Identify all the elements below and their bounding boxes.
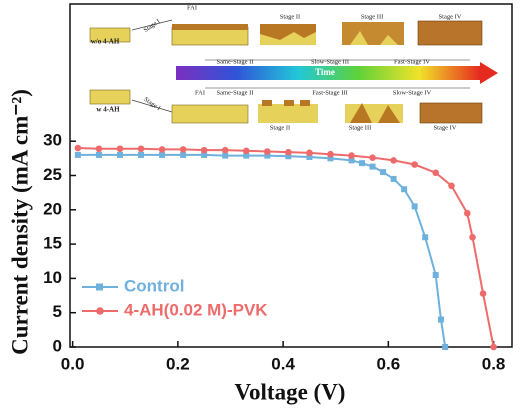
- point: [327, 150, 334, 158]
- point: [401, 186, 408, 193]
- point: [463, 209, 471, 217]
- point: [264, 148, 271, 155]
- series-line: [77, 153, 447, 348]
- y-tick-label: 25: [43, 165, 62, 184]
- point: [380, 169, 387, 176]
- y-tick-label: 0: [53, 336, 62, 355]
- inset-label: Stage IV: [434, 124, 457, 131]
- plot-frame: [69, 3, 513, 348]
- point: [469, 233, 476, 241]
- inset-label: w/o 4-AH: [91, 38, 120, 46]
- inset-label: Slow-Stage IV: [393, 89, 432, 96]
- point: [74, 151, 81, 158]
- legend-marker: [96, 307, 104, 315]
- point: [221, 146, 229, 154]
- point: [490, 343, 497, 351]
- x-tick-label: 0.4: [271, 354, 295, 373]
- point: [306, 153, 313, 160]
- point: [116, 145, 124, 153]
- inset-label: Stage III: [349, 124, 372, 131]
- point: [390, 157, 397, 164]
- inset-label: Time: [315, 67, 335, 77]
- inset-diagram: [89, 19, 498, 124]
- legend-marker: [96, 283, 103, 291]
- point: [95, 151, 102, 158]
- point: [411, 203, 418, 210]
- point: [422, 234, 429, 241]
- legend-label: 4-AH(0.02 M)-PVK: [124, 300, 268, 319]
- point: [369, 163, 376, 170]
- point: [285, 148, 292, 156]
- inset-label: Stage II: [270, 124, 290, 131]
- point: [479, 290, 487, 297]
- point: [285, 153, 292, 160]
- inset-label: Slow-Stage III: [311, 58, 349, 65]
- point: [95, 145, 103, 153]
- point: [179, 146, 187, 153]
- point: [390, 175, 397, 182]
- point: [180, 151, 187, 158]
- y-tick-label: 20: [43, 199, 62, 218]
- y-axis-title: Current density (mA cm⁻²): [7, 89, 32, 355]
- inset-label: Same-Stage II: [216, 58, 253, 65]
- point: [264, 152, 271, 159]
- y-tick-label: 30: [43, 131, 62, 150]
- point: [159, 151, 166, 158]
- legend-label: Control: [124, 276, 184, 295]
- inset-label: Stage IV: [439, 13, 462, 20]
- point: [243, 152, 250, 159]
- y-tick-label: 15: [43, 234, 62, 253]
- point: [432, 271, 439, 278]
- inset-label: Stage II: [280, 13, 300, 20]
- x-tick-label: 0.6: [377, 354, 401, 373]
- inset-label: Stage I: [143, 18, 162, 34]
- point: [348, 152, 355, 159]
- inset-label: Stage III: [361, 13, 384, 20]
- inset-label: Fast-Stage IV: [394, 58, 430, 65]
- y-tick-label: 5: [53, 302, 62, 321]
- point: [201, 151, 208, 158]
- x-tick-label: 0.8: [482, 354, 506, 373]
- point: [158, 146, 166, 153]
- point: [242, 147, 250, 155]
- x-tick-label: 0.0: [61, 354, 85, 373]
- point: [442, 344, 449, 350]
- inset-label: w 4-AH: [96, 106, 120, 114]
- point: [359, 160, 366, 167]
- inset-label: FAI: [187, 4, 197, 11]
- point: [74, 144, 82, 152]
- x-tick-label: 0.2: [166, 354, 190, 373]
- point: [369, 154, 376, 161]
- point: [222, 152, 229, 159]
- x-axis-title: Voltage (V): [235, 379, 346, 404]
- inset-label: Same-Stage II: [216, 89, 253, 96]
- point: [327, 155, 334, 162]
- inset-label: FAI: [195, 89, 205, 96]
- point: [411, 161, 418, 168]
- point: [437, 316, 444, 323]
- point: [432, 169, 440, 177]
- point: [116, 151, 123, 158]
- y-tick-label: 10: [43, 268, 62, 287]
- point: [348, 157, 355, 164]
- point: [306, 149, 313, 157]
- point: [448, 182, 455, 190]
- point: [200, 146, 208, 154]
- inset-label: Fast-Stage III: [312, 89, 348, 96]
- point: [138, 151, 145, 158]
- point: [137, 145, 145, 153]
